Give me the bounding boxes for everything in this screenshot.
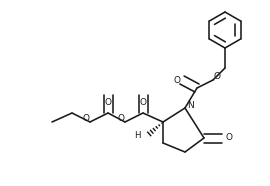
Text: O: O [104, 97, 112, 107]
Text: O: O [174, 76, 181, 84]
Text: H: H [134, 131, 141, 140]
Text: O: O [140, 97, 147, 107]
Text: O: O [225, 134, 232, 142]
Text: N: N [187, 100, 193, 110]
Text: O: O [83, 113, 89, 123]
Text: O: O [117, 113, 124, 123]
Text: O: O [214, 71, 221, 81]
